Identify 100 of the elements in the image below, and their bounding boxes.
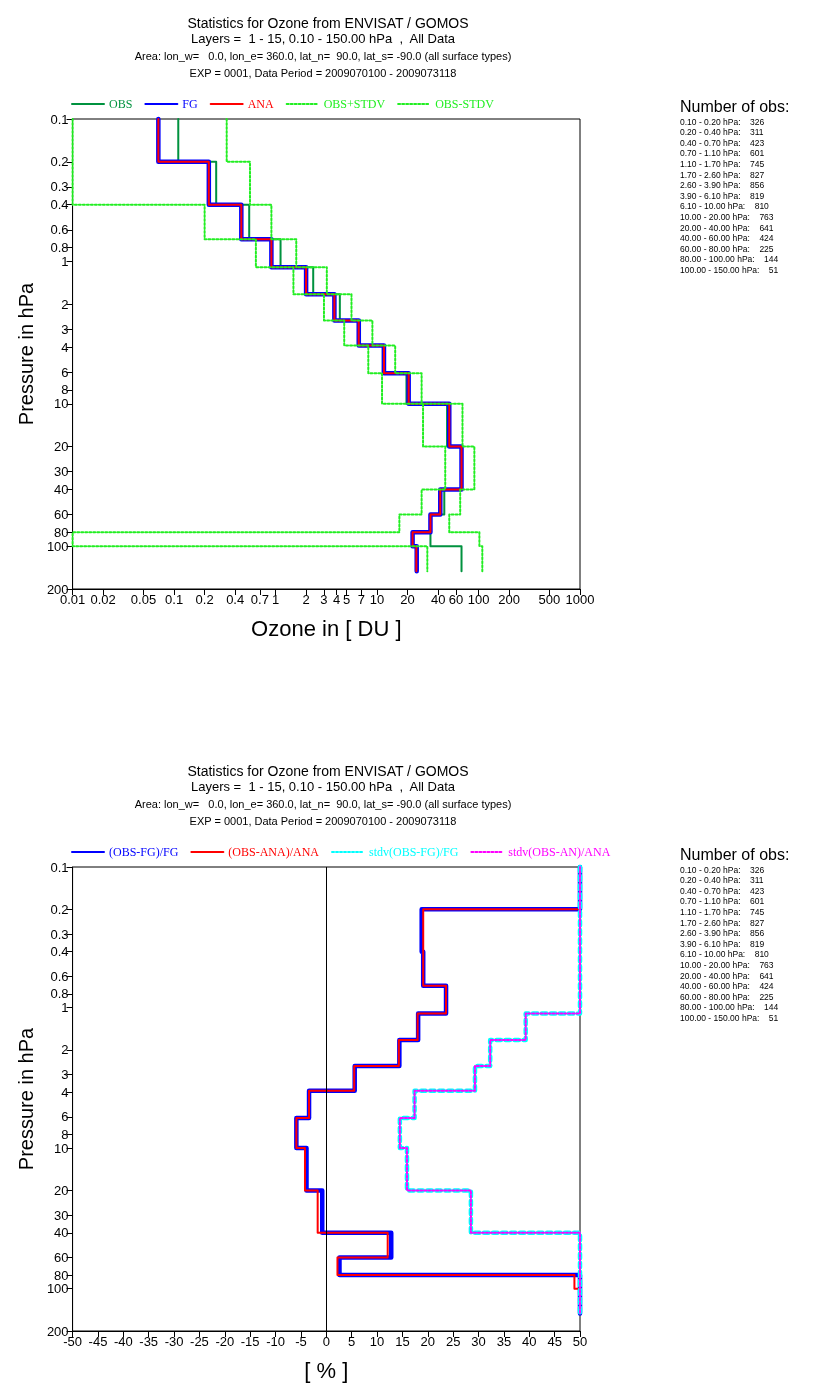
y-tick-label: 20 [54, 1182, 69, 1198]
x-tick-label: 60 [448, 592, 464, 607]
x-tick-label: -40 [113, 1334, 133, 1349]
y-tick-label: 0.2 [50, 901, 69, 917]
y-tick-label: 80 [54, 1267, 69, 1283]
y-tick-label: 30 [54, 464, 69, 480]
x-tick-label: 200 [498, 592, 520, 607]
x-tick-label: 0.02 [90, 592, 116, 607]
text: 100.00 - 150.00 hPa: 51 [680, 264, 779, 275]
chart-subtitle: Layers = 1 - 15, 0.10 - 150.00 hPa , All Data Area: lon_w= 0.0, lon_e= 360.0, lat_n= 90.0, lat_s= -90.0 (all surface types) EXP = 0001, Data Period = 2009070100 - 2009073118 [134, 779, 512, 827]
text: 3.90 - 6.10 hPa: 819 [680, 190, 765, 201]
text: 1.10 - 1.70 hPa: 745 [680, 906, 765, 917]
y-tick-label: 60 [54, 1250, 69, 1265]
text: 0.40 - 0.70 hPa: 423 [680, 137, 765, 148]
y-tick-label: 4 [61, 1084, 69, 1100]
y-tick-label: 30 [54, 1207, 69, 1223]
x-tick-label: 30 [471, 1334, 486, 1349]
text: 40.00 - 60.00 hPa: 424 [680, 233, 774, 244]
y-tick-label: 40 [54, 1225, 69, 1241]
x-tick-label: 0 [322, 1334, 330, 1349]
text: 2.60 - 3.90 hPa: 856 [680, 180, 765, 191]
y-axis-title: Pressure in hPa [15, 281, 37, 426]
y-tick-label: 6 [61, 364, 69, 380]
x-tick-label: 0.01 [59, 592, 86, 607]
y-tick-label: 1 [61, 253, 69, 269]
y-axis-title: Pressure in hPa [15, 1026, 37, 1171]
text: 20.00 - 40.00 hPa: 641 [680, 222, 774, 233]
x-tick-label: 0.2 [195, 592, 214, 607]
text: 60.00 - 80.00 hPa: 225 [680, 243, 774, 254]
x-tick-label: 50 [572, 1334, 588, 1349]
y-tick-label: 2 [61, 296, 69, 312]
y-tick-label: 0.2 [50, 154, 69, 170]
x-tick-label: 20 [400, 592, 415, 607]
y-tick-label: 3 [61, 321, 69, 337]
legend-label: FG [182, 97, 199, 111]
text: 40.00 - 60.00 hPa: 424 [680, 981, 774, 992]
y-tick-label: 20 [54, 439, 69, 455]
y-tick-label: 6 [61, 1109, 69, 1125]
y-tick-label: 100 [46, 1281, 69, 1297]
x-tick-label: 0.4 [226, 592, 245, 607]
chart-title: Statistics for Ozone from ENVISAT / GOMOS [187, 763, 469, 779]
text: 20.00 - 40.00 hPa: 641 [680, 970, 774, 981]
x-tick-label: -45 [88, 1334, 108, 1349]
y-tick-label: 80 [54, 524, 69, 540]
y-tick-label: 0.4 [50, 197, 69, 213]
text: 100.00 - 150.00 hPa: 51 [680, 1012, 779, 1023]
y-tick-label: 0.8 [50, 986, 69, 1002]
y-tick-label: 10 [54, 1140, 69, 1156]
text: 10.00 - 20.00 hPa: 763 [680, 211, 774, 222]
text: Number of obs: [680, 97, 790, 115]
y-tick-label: 100 [46, 538, 69, 554]
x-axis-title: Ozone in [ DU ] [251, 615, 402, 641]
y-tick-label: 40 [54, 481, 69, 497]
x-tick-label: 10 [369, 592, 385, 607]
legend-label: OBS [109, 97, 133, 111]
x-tick-label: 500 [538, 592, 561, 607]
x-tick-label: 0.05 [130, 592, 157, 607]
y-tick-label: 0.3 [50, 179, 69, 195]
x-tick-label: 40 [430, 592, 446, 607]
x-tick-label: 45 [547, 1334, 562, 1349]
legend-label: OBS-STDV [435, 97, 495, 111]
y-tick-label: 0.1 [50, 859, 69, 875]
x-tick-label: 5 [348, 1334, 356, 1349]
text: 0.40 - 0.70 hPa: 423 [680, 885, 765, 896]
x-tick-label: 1000 [565, 592, 595, 607]
legend-label: (OBS-FG)/FG [109, 845, 179, 859]
text: 1.70 - 2.60 hPa: 827 [680, 917, 765, 928]
x-tick-label: 15 [395, 1334, 410, 1349]
x-tick-label: -25 [190, 1334, 209, 1349]
y-tick-label: 0.1 [50, 111, 69, 127]
text: 1.10 - 1.70 hPa: 745 [680, 158, 765, 169]
text: 1.70 - 2.60 hPa: 827 [680, 169, 765, 180]
text: 0.10 - 0.20 hPa: 326 [680, 864, 765, 875]
text: Number of obs: [680, 845, 790, 863]
x-tick-label: 10 [369, 1334, 385, 1349]
y-tick-label: 2 [61, 1042, 69, 1058]
x-tick-label: 100 [467, 592, 490, 607]
text: 10.00 - 20.00 hPa: 763 [680, 959, 774, 970]
x-tick-label: 4 [333, 592, 341, 607]
y-tick-label: 1 [61, 1000, 69, 1016]
legend-label: (OBS-ANA)/ANA [228, 845, 320, 859]
text: 0.20 - 0.40 hPa: 311 [680, 127, 764, 138]
y-tick-label: 0.6 [50, 222, 69, 238]
y-tick-label: 8 [61, 382, 69, 398]
x-tick-label: 5 [342, 592, 351, 607]
x-tick-label: 0.1 [165, 592, 184, 607]
x-tick-label: 3 [320, 592, 328, 607]
x-tick-label: 35 [496, 1334, 512, 1349]
y-tick-label: 3 [61, 1067, 69, 1083]
y-tick-label: 0.6 [50, 968, 69, 984]
x-tick-label: -15 [240, 1334, 260, 1349]
x-axis-title: [ % ] [304, 1357, 349, 1383]
x-tick-label: 40 [522, 1334, 537, 1349]
legend-label: stdv(OBS-AN)/ANA [508, 845, 611, 859]
text: 3.90 - 6.10 hPa: 819 [680, 938, 765, 949]
legend-label: ANA [247, 97, 275, 111]
text: 6.10 - 10.00 hPa: 810 [680, 201, 770, 212]
y-tick-label: 4 [61, 339, 69, 355]
chart-subtitle: Layers = 1 - 15, 0.10 - 150.00 hPa , All Data Area: lon_w= 0.0, lon_e= 360.0, lat_n= 90.0, lat_s= -90.0 (all surface types) EXP = 0001, Data Period = 2009070100 - 2009073118 [134, 31, 512, 79]
chart-title: Statistics for Ozone from ENVISAT / GOMOS [187, 15, 469, 31]
